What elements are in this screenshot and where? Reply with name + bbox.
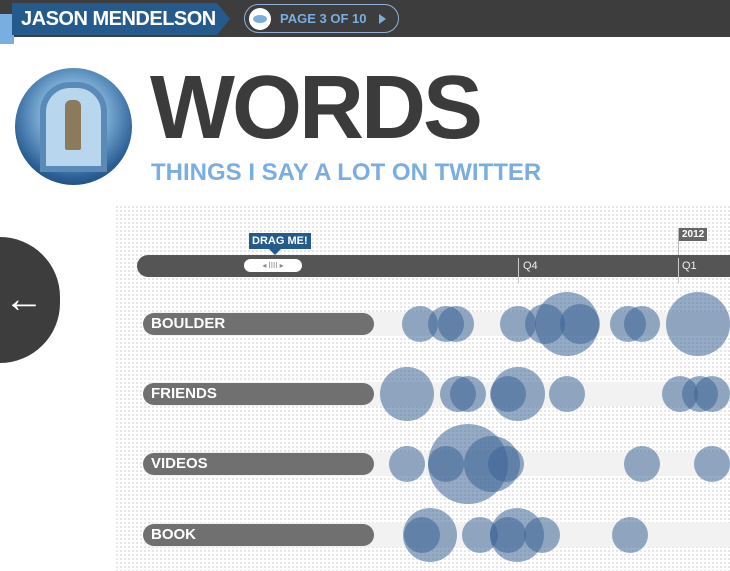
frequency-bubble[interactable]	[524, 517, 560, 553]
word-label-text: FRIENDS	[151, 385, 217, 402]
word-label-text: BOOK	[151, 526, 196, 543]
page-indicator-button[interactable]: PAGE 3 OF 10	[244, 4, 399, 33]
page-label: PAGE 3 OF 10	[280, 11, 367, 26]
avatar	[15, 68, 132, 185]
page-subtitle: THINGS I SAY A LOT ON TWITTER	[151, 159, 542, 186]
word-label[interactable]: BOOK	[143, 524, 374, 546]
frequency-bubble[interactable]	[694, 376, 730, 412]
tick-label: Q1	[682, 260, 697, 272]
frequency-bubble[interactable]	[612, 517, 648, 553]
word-label[interactable]: VIDEOS	[143, 453, 374, 475]
year-flag-pole	[678, 228, 679, 268]
lips-icon	[249, 8, 271, 30]
frequency-bubble[interactable]	[491, 367, 545, 421]
frequency-bubble[interactable]	[403, 508, 457, 562]
frequency-bubble[interactable]	[438, 306, 474, 342]
frequency-bubble[interactable]	[694, 446, 730, 482]
tick-q1	[678, 258, 679, 283]
year-flag: 2012	[679, 228, 708, 241]
tick-q4	[518, 258, 519, 283]
frequency-bubble[interactable]	[666, 292, 730, 356]
frequency-bubble[interactable]	[624, 306, 660, 342]
next-arrow-icon	[379, 14, 386, 24]
word-row: FRIENDS	[143, 382, 730, 406]
frequency-bubble[interactable]	[450, 376, 486, 412]
drag-tooltip: DRAG ME!	[249, 233, 311, 255]
page-title: WORDS	[150, 58, 483, 158]
word-label[interactable]: BOULDER	[143, 313, 374, 335]
frequency-bubble[interactable]	[380, 367, 434, 421]
frequency-bubble[interactable]	[488, 446, 524, 482]
frequency-bubble[interactable]	[560, 304, 600, 344]
word-label-text: BOULDER	[151, 315, 226, 332]
tick-label: Q4	[523, 260, 538, 272]
word-label-text: VIDEOS	[151, 455, 208, 472]
timeline-bar[interactable]: Q4 Q1 ◂ IIII ▸	[137, 255, 730, 283]
timeline-drag-handle[interactable]: ◂ IIII ▸	[244, 259, 302, 272]
back-button[interactable]: ←	[0, 237, 60, 363]
frequency-bubble[interactable]	[624, 446, 660, 482]
arrow-left-icon: ←	[4, 277, 44, 321]
decor-square	[0, 14, 14, 44]
frequency-bubble[interactable]	[549, 376, 585, 412]
author-name[interactable]: JASON MENDELSON	[12, 3, 230, 35]
word-label[interactable]: FRIENDS	[143, 383, 374, 405]
frequency-bubble[interactable]	[389, 446, 425, 482]
